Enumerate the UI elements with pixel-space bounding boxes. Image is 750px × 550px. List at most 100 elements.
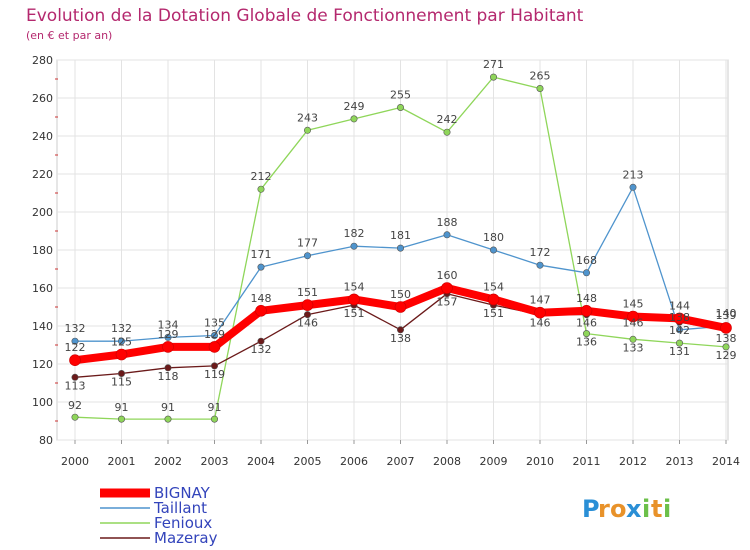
x-tick-label: 2011 [573, 455, 601, 468]
y-tick-label: 200 [32, 206, 53, 219]
data-point [675, 326, 683, 334]
series-taillant [71, 183, 730, 345]
x-tick-label: 2006 [340, 455, 368, 468]
data-point [582, 330, 590, 338]
data-point [629, 335, 637, 343]
data-label: 157 [437, 296, 458, 309]
logo-letter: r [598, 495, 610, 523]
data-point [673, 312, 686, 325]
data-label: 138 [390, 332, 411, 345]
data-label: 129 [204, 328, 225, 341]
legend-label: Fenioux [154, 514, 212, 532]
legend-label: Taillant [153, 499, 207, 517]
data-label: 213 [623, 168, 644, 181]
logo-letter: t [651, 495, 662, 523]
x-tick-label: 2013 [666, 455, 694, 468]
data-label: 138 [669, 311, 690, 324]
x-tick-label: 2000 [61, 455, 89, 468]
data-point [118, 415, 126, 423]
data-point [257, 337, 265, 345]
data-label: 242 [437, 113, 458, 126]
data-label: 132 [65, 322, 86, 335]
data-label: 135 [204, 317, 225, 330]
data-label: 168 [576, 254, 597, 267]
data-label: 172 [530, 246, 551, 259]
series-bignay [69, 282, 732, 367]
data-label: 148 [576, 292, 597, 305]
y-axis: 80 100 120 140 160 180 200 220 240 260 280 [32, 54, 53, 447]
data-point [534, 306, 546, 319]
y-tick-label: 80 [39, 434, 53, 447]
data-point [303, 252, 311, 260]
data-point [350, 115, 358, 123]
data-label: 129 [158, 328, 179, 341]
data-label: 154 [483, 280, 504, 293]
series-fenioux [71, 73, 730, 423]
data-label: 243 [297, 111, 318, 124]
data-point [164, 364, 172, 372]
data-point [164, 333, 172, 341]
data-point [257, 185, 265, 193]
data-point [303, 126, 311, 134]
data-label: 146 [530, 317, 551, 330]
data-point [211, 362, 219, 370]
data-point [257, 263, 265, 271]
data-label: 131 [669, 345, 690, 358]
logo-letter: i [642, 495, 650, 523]
data-point [489, 246, 497, 254]
data-point [394, 301, 407, 313]
data-label: 118 [158, 370, 179, 383]
data-label: 132 [111, 322, 132, 335]
data-label: 212 [251, 170, 272, 183]
data-label: 133 [623, 341, 644, 354]
data-label: 154 [344, 280, 365, 293]
data-label: 119 [204, 368, 225, 381]
logo-letter: P [582, 495, 600, 523]
data-point [71, 337, 79, 345]
data-label: 146 [623, 317, 644, 330]
data-point [536, 85, 544, 93]
data-label: 171 [251, 248, 272, 261]
data-point [582, 269, 590, 277]
data-point [720, 322, 732, 334]
logo-letter: i [663, 495, 671, 523]
data-label: 91 [208, 401, 222, 414]
data-label: 122 [65, 341, 86, 354]
y-tick-label: 180 [32, 244, 53, 257]
data-label: 151 [344, 307, 365, 320]
y-tick-label: 100 [32, 396, 53, 409]
y-tick-label: 280 [32, 54, 53, 67]
data-label: 139 [716, 309, 737, 322]
data-point [629, 183, 637, 191]
data-point [115, 348, 128, 361]
data-point [301, 299, 314, 311]
data-label: 151 [297, 286, 318, 299]
data-label: 146 [576, 317, 597, 330]
data-point [303, 311, 311, 319]
legend-label: Mazeray [154, 529, 218, 547]
data-label: 265 [530, 70, 551, 83]
data-point [627, 310, 639, 323]
data-point [118, 369, 126, 377]
x-tick-label: 2001 [108, 455, 136, 468]
chart-title: Evolution de la Dotation Globale de Fonc… [26, 6, 584, 26]
x-tick-label: 2009 [480, 455, 508, 468]
data-point [722, 343, 730, 351]
data-point [536, 261, 544, 269]
x-tick-label: 2004 [247, 455, 275, 468]
legend-label: BIGNAY [154, 484, 211, 502]
data-point [441, 282, 453, 294]
data-label: 255 [390, 89, 411, 102]
series-layer [69, 73, 732, 423]
data-label: 91 [161, 401, 175, 414]
x-tick-label: 2007 [387, 455, 415, 468]
data-point [396, 326, 404, 334]
data-label: 145 [623, 298, 644, 311]
data-point [396, 244, 404, 252]
data-label: 113 [65, 379, 86, 392]
data-point [208, 341, 221, 353]
y-tick-label: 260 [32, 92, 53, 105]
x-tick-label: 2003 [201, 455, 229, 468]
data-label: 134 [158, 318, 179, 331]
